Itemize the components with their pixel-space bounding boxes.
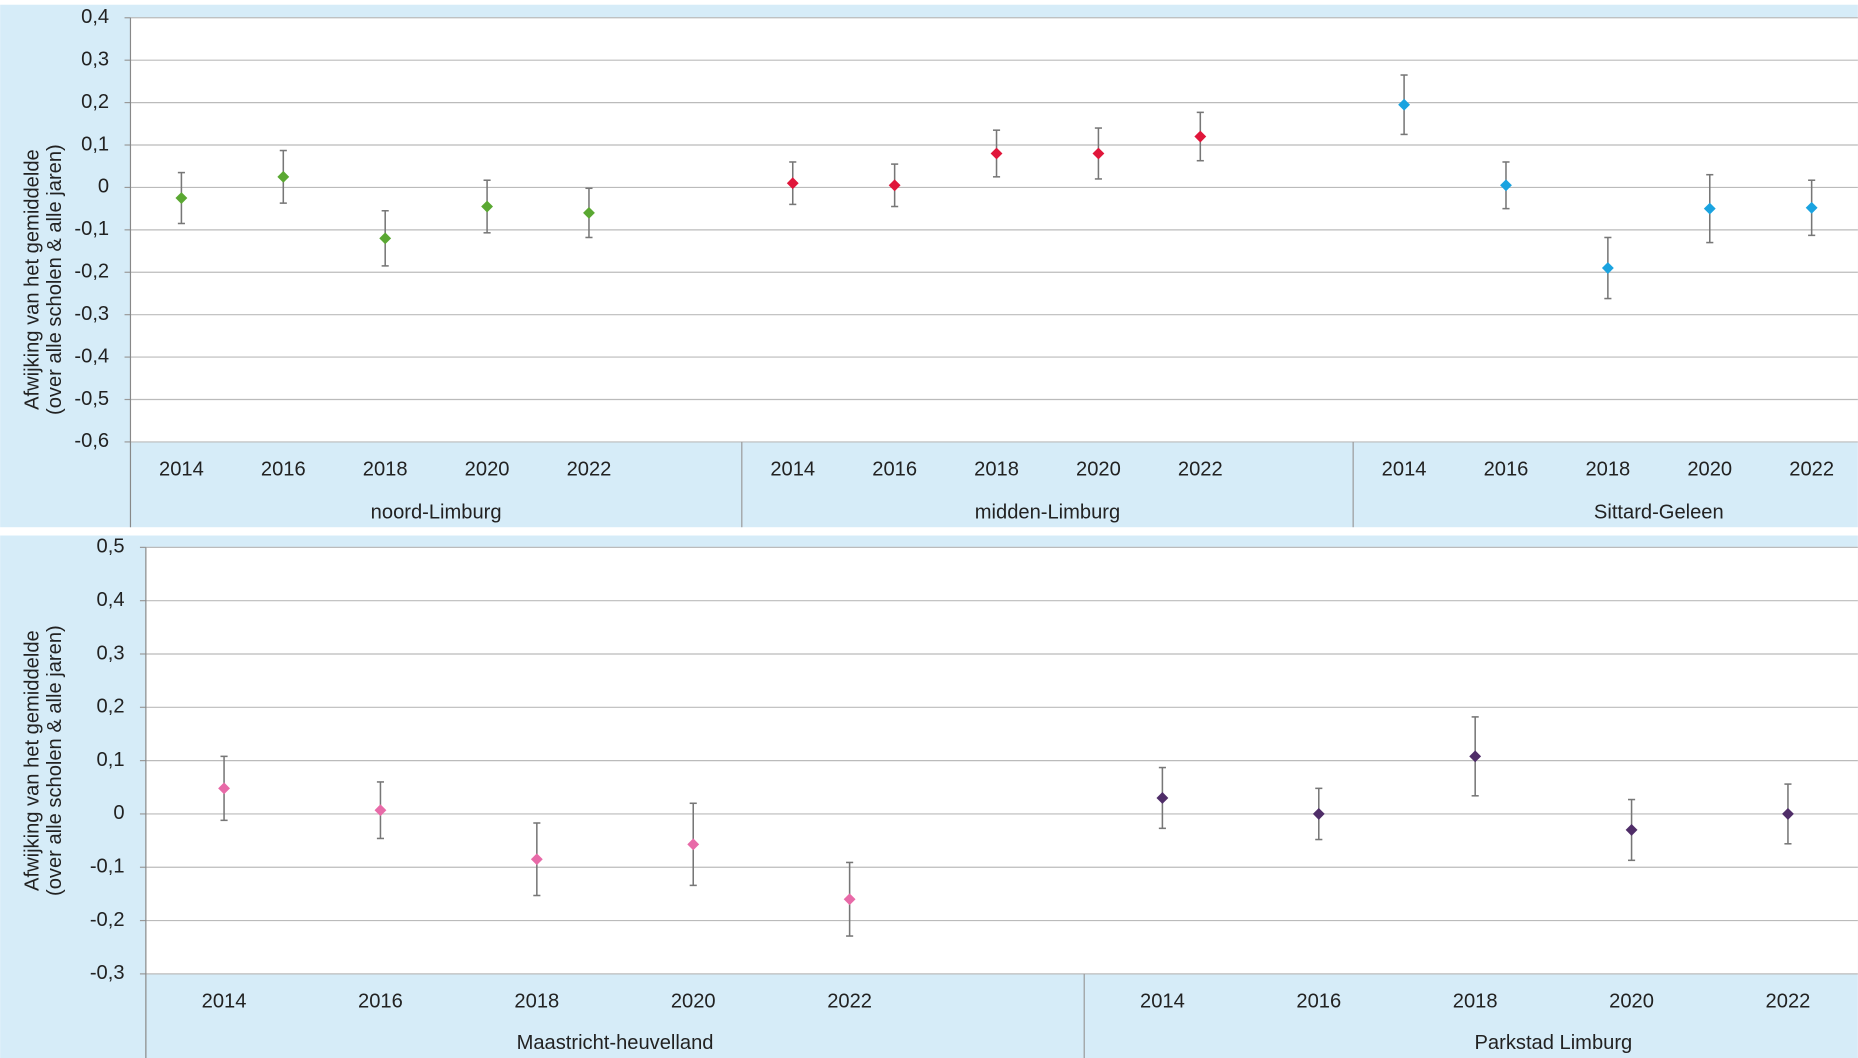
x-tick-label: 2018	[1453, 991, 1498, 1013]
group-label: Sittard-Geleen	[1594, 501, 1724, 523]
y-tick-label: -0,3	[74, 303, 109, 325]
group-label: noord-Limburg	[371, 501, 502, 523]
x-tick-label: 2018	[974, 459, 1019, 481]
y-tick-label: 0,4	[97, 589, 125, 611]
y-tick-label: -0,6	[74, 430, 109, 452]
group-label: midden-Limburg	[975, 501, 1120, 523]
point	[786, 177, 799, 190]
y-tick-label: 0,2	[97, 696, 125, 718]
y-tick-label: -0,2	[74, 261, 109, 283]
x-tick-label: 2014	[159, 459, 204, 481]
y-tick-label: -0,2	[90, 909, 125, 931]
y-tick-label: 0,3	[97, 642, 125, 664]
x-tick-label: 2014	[1382, 459, 1427, 481]
y-tick-label: -0,4	[74, 345, 109, 367]
x-tick-label: 2020	[1609, 991, 1654, 1013]
y-tick-label: 0,4	[81, 6, 109, 28]
point	[1398, 98, 1411, 111]
x-tick-label: 2018	[1585, 459, 1630, 481]
y-axis-title: (over alle scholen & alle jaren)	[44, 144, 66, 415]
x-tick-label: 2020	[671, 991, 716, 1013]
point	[277, 170, 290, 183]
point	[1805, 201, 1818, 214]
x-tick-label: 2016	[1484, 459, 1529, 481]
y-tick-label: 0,3	[81, 48, 109, 70]
x-tick-label: 2022	[827, 991, 872, 1013]
point	[888, 179, 901, 192]
point	[687, 838, 700, 851]
y-tick-label: -0,3	[90, 962, 125, 984]
y-axis-title: Afwijking van het gemiddelde	[22, 149, 44, 410]
x-tick-label: 2014	[770, 459, 815, 481]
x-tick-label: 2020	[1687, 459, 1732, 481]
point	[843, 893, 856, 906]
x-tick-label: 2022	[1178, 459, 1223, 481]
group-label: Parkstad Limburg	[1475, 1032, 1633, 1054]
x-tick-label: 2014	[202, 991, 247, 1013]
y-axis-title: (over alle scholen & alle jaren)	[44, 625, 66, 896]
y-tick-label: -0,5	[74, 388, 109, 410]
y-tick-label: 0	[98, 176, 109, 198]
y-tick-label: -0,1	[90, 856, 125, 878]
y-axis-title: Afwijking van het gemiddelde	[22, 630, 44, 891]
point	[379, 232, 392, 245]
x-tick-label: 2022	[1766, 991, 1811, 1013]
x-tick-label: 2016	[1296, 991, 1341, 1013]
point	[1782, 808, 1794, 820]
y-tick-label: 0,1	[81, 133, 109, 155]
point	[1312, 808, 1325, 820]
x-tick-label: 2014	[1140, 991, 1185, 1013]
point	[1500, 179, 1512, 192]
point	[218, 782, 230, 795]
group-label: Maastricht-heuvelland	[517, 1032, 714, 1054]
y-tick-label: -0,1	[74, 218, 109, 240]
y-tick-label: 0,1	[97, 749, 125, 771]
point	[175, 192, 188, 204]
x-tick-label: 2016	[872, 459, 917, 481]
point	[1703, 202, 1716, 215]
x-tick-label: 2018	[514, 991, 559, 1013]
x-tick-label: 2018	[363, 459, 408, 481]
point	[374, 804, 387, 817]
x-tick-label: 2020	[465, 459, 510, 481]
x-tick-label: 2016	[358, 991, 403, 1013]
x-tick-label: 2022	[1789, 459, 1834, 481]
y-tick-label: 0,5	[97, 536, 125, 558]
y-tick-label: 0,2	[81, 91, 109, 113]
x-tick-label: 2016	[261, 459, 306, 481]
x-tick-label: 2022	[567, 459, 612, 481]
x-tick-label: 2020	[1076, 459, 1121, 481]
point	[583, 206, 595, 219]
point	[1156, 792, 1169, 804]
point	[481, 200, 494, 213]
y-tick-label: 0	[113, 802, 124, 824]
